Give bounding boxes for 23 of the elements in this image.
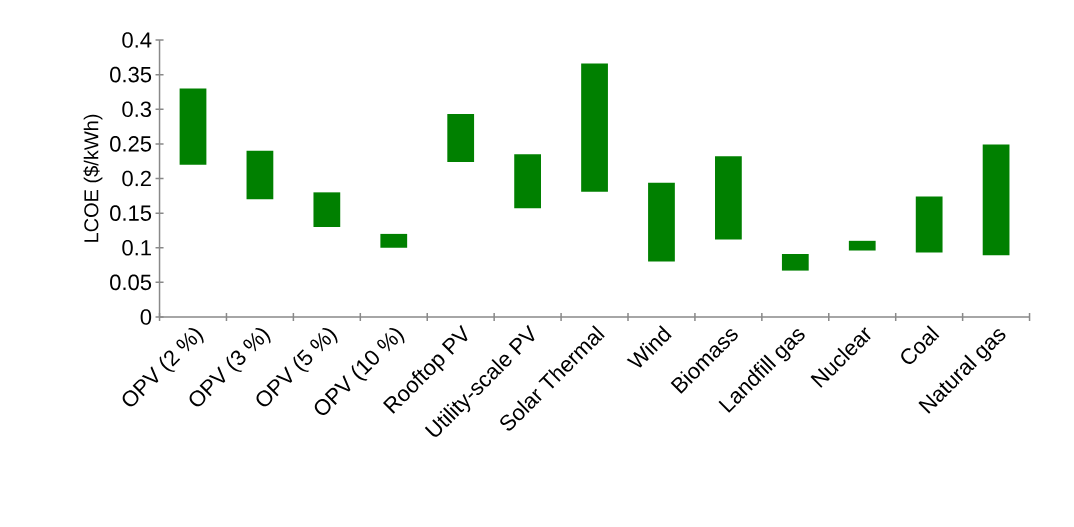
- bar: [915, 196, 943, 253]
- bar: [648, 182, 675, 262]
- bar: [982, 144, 1010, 256]
- bar: [781, 253, 809, 271]
- bar: [447, 114, 475, 162]
- bar: [715, 156, 742, 240]
- y-tick-label: 0.3: [122, 101, 152, 118]
- bar: [848, 240, 876, 251]
- y-tick-label: 0: [140, 309, 152, 325]
- y-tick-label: 0.25: [110, 136, 152, 152]
- bar: [380, 233, 408, 248]
- y-tick-label: 0.15: [110, 205, 152, 221]
- y-tick-label: 0.2: [122, 170, 151, 187]
- y-tick-label: 0.05: [110, 274, 152, 291]
- bar: [514, 154, 541, 209]
- bar: [179, 88, 207, 165]
- bar: [313, 192, 341, 227]
- bar: [581, 63, 608, 192]
- y-tick-label: 0.35: [110, 66, 152, 83]
- y-tick-label: 0.4: [122, 32, 152, 48]
- y-tick-label: 0.1: [122, 239, 151, 256]
- bar: [246, 150, 274, 200]
- y-axis-title: LCOE ($/kWh): [83, 114, 103, 242]
